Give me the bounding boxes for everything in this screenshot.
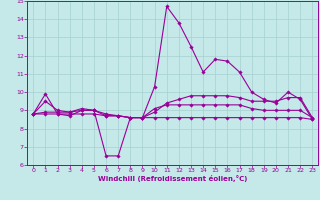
X-axis label: Windchill (Refroidissement éolien,°C): Windchill (Refroidissement éolien,°C) [98,175,247,182]
